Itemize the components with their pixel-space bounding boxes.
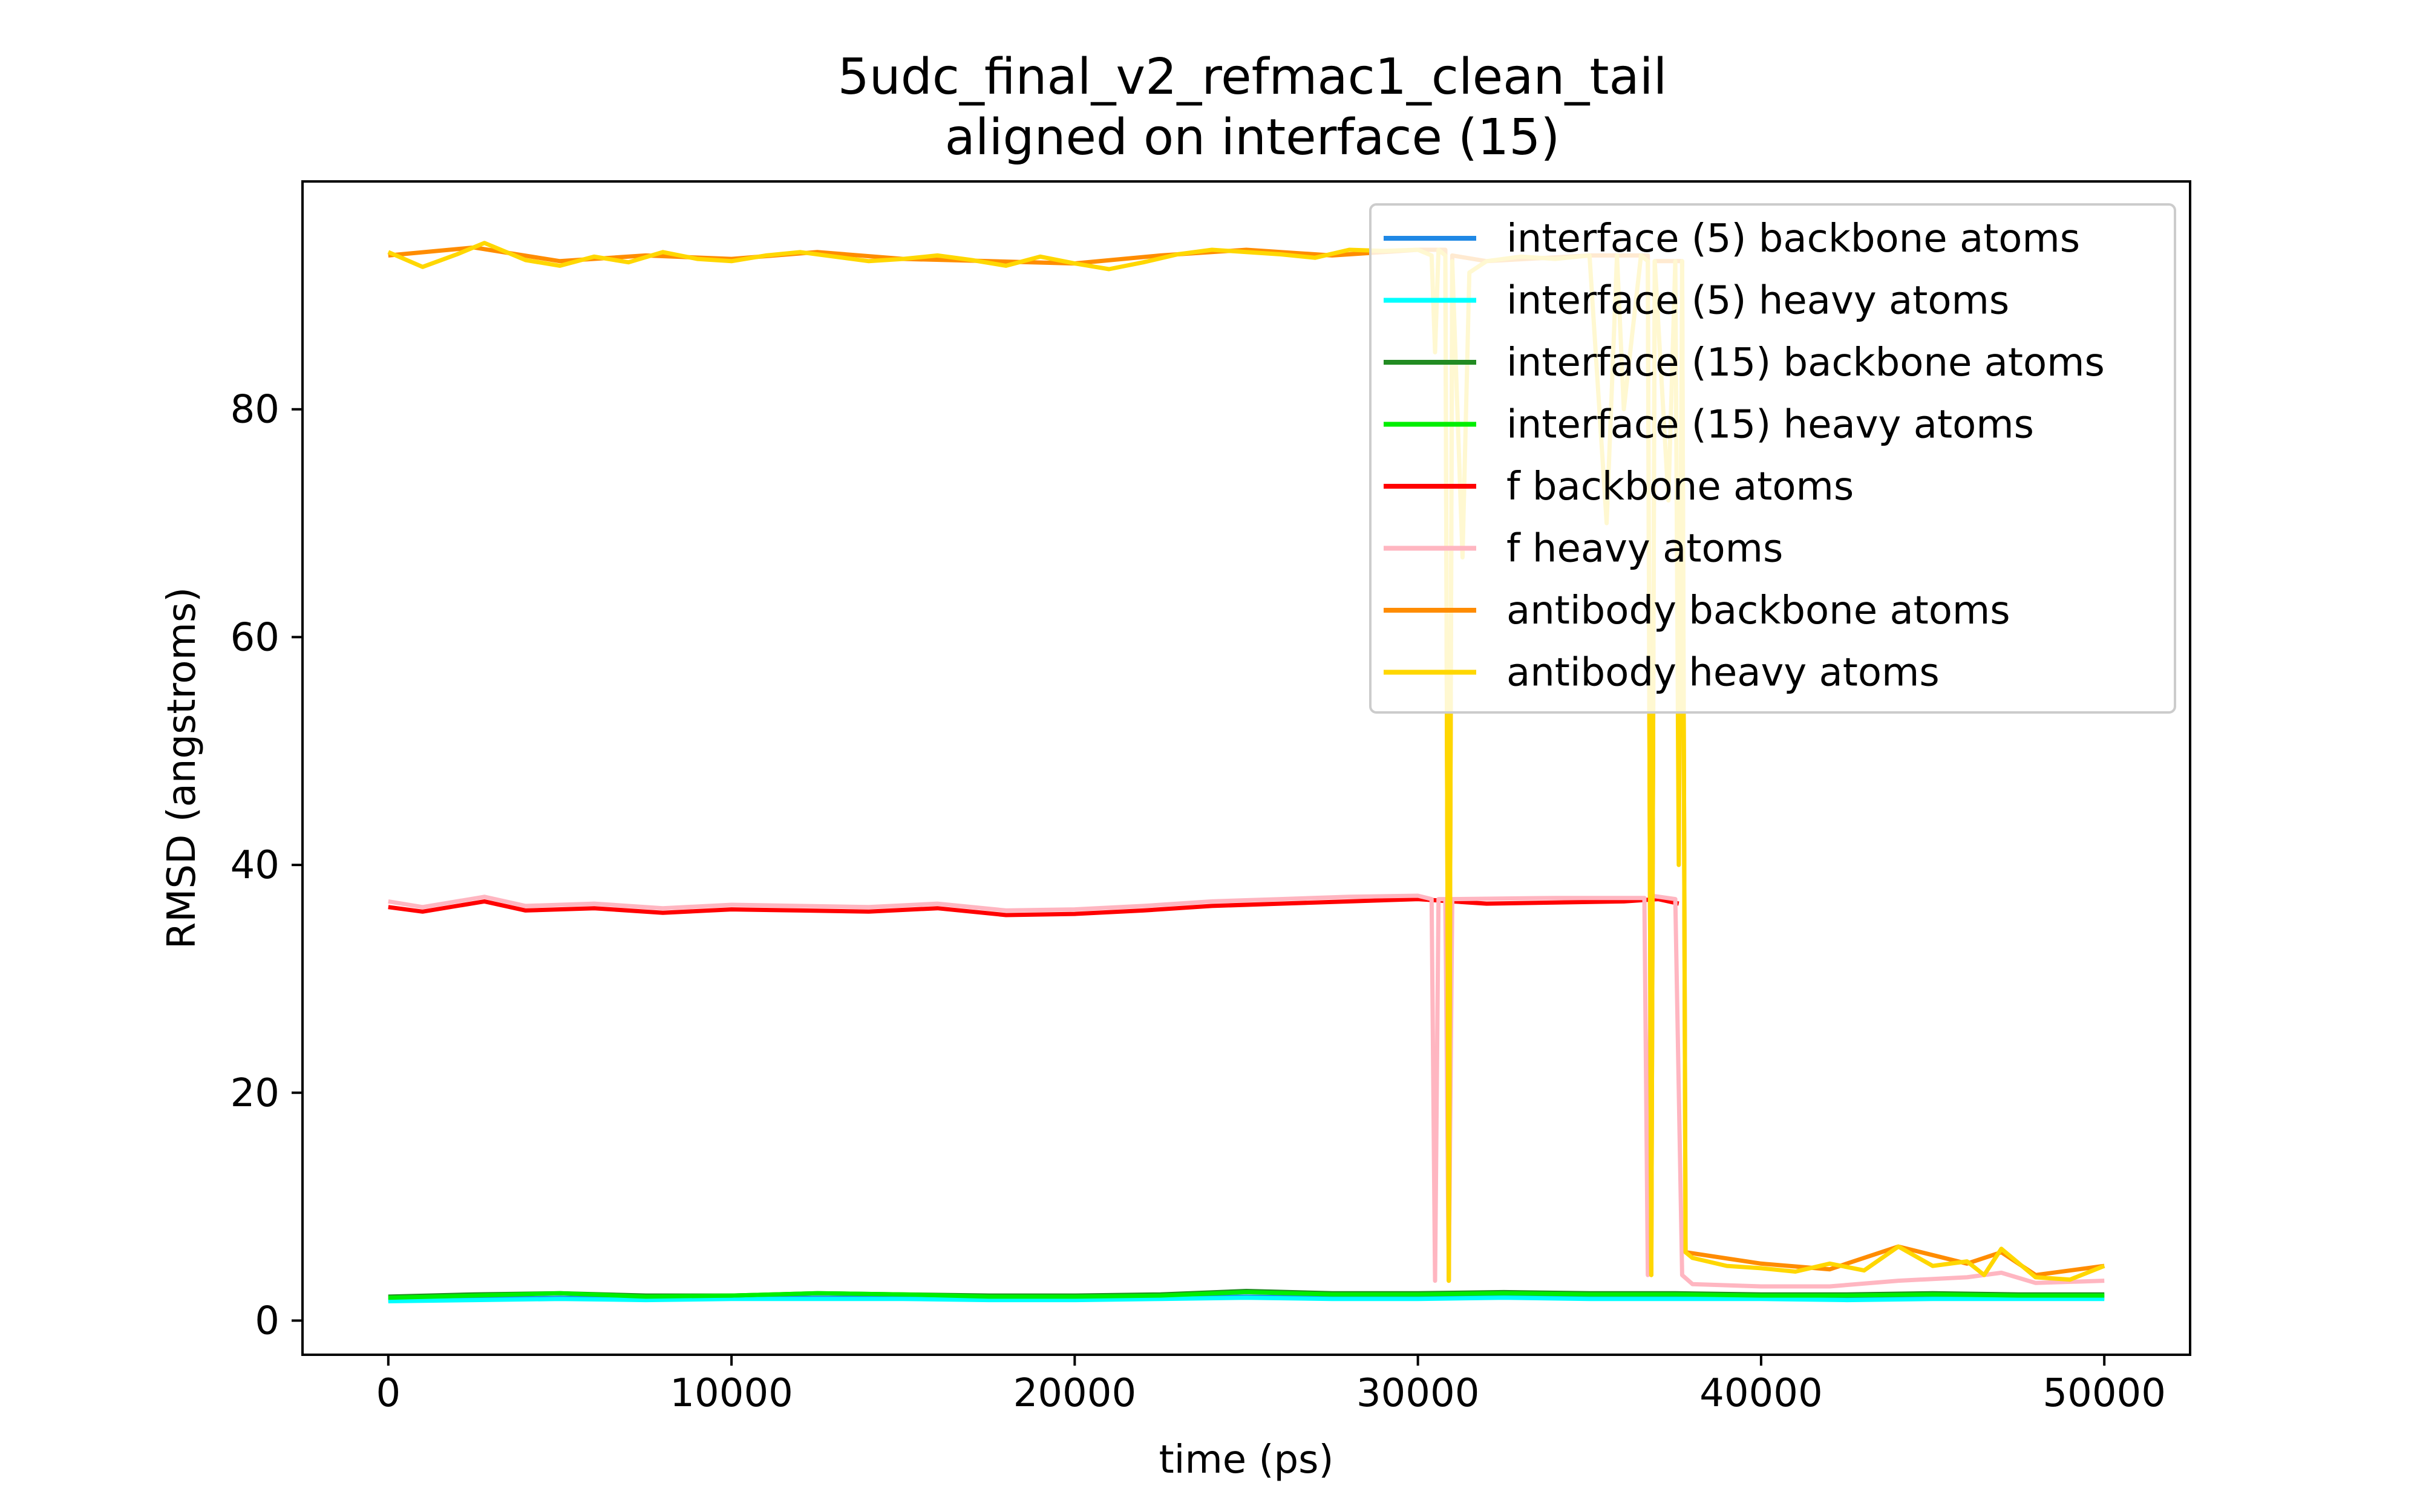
y-axis-label: RMSD (angstroms) [160,587,204,949]
legend-label: interface (15) heavy atoms [1506,403,2034,448]
y-tick-label: 40 [231,843,280,888]
x-tick-label: 10000 [670,1371,793,1416]
legend: interface (5) backbone atoms interface (5… [1369,203,2176,714]
legend-label: interface (5) heavy atoms [1506,279,2009,324]
legend-label: interface (15) backbone atoms [1506,341,2105,385]
legend-label: f heavy atoms [1506,527,1783,572]
series-line-5 [388,897,1679,917]
x-tick-label: 30000 [1356,1371,1480,1416]
y-tick-label: 60 [231,615,280,660]
series-line-6 [388,893,2105,1289]
y-axis: 0 20 40 60 80 [231,388,302,1343]
series-line-2 [388,1295,2105,1303]
legend-label: f backbone atoms [1506,464,1854,509]
legend-box [1369,203,2176,714]
legend-label: antibody backbone atoms [1506,588,2010,633]
y-tick-label: 0 [255,1299,280,1343]
legend-label: interface (5) backbone atoms [1506,217,2080,261]
x-tick-label: 50000 [2042,1371,2166,1416]
y-tick-label: 20 [231,1071,280,1116]
chart-subtitle: aligned on interface (15) [945,109,1560,166]
series-line-4 [388,1289,2105,1300]
plot-area [301,180,2191,1356]
x-tick-label: 20000 [1013,1371,1137,1416]
plot-frame [301,180,2191,1356]
x-axis-label: time (ps) [1159,1438,1334,1482]
series-layer [387,241,2105,1303]
x-tick-label: 0 [376,1371,401,1416]
y-tick-label: 80 [231,388,280,432]
x-axis: 0 10000 20000 30000 40000 50000 [376,1355,2166,1416]
chart-title: 5udc_final_v2_refmac1_clean_tail [838,48,1667,106]
x-tick-label: 40000 [1699,1371,1823,1416]
legend-label: antibody heavy atoms [1506,651,1940,696]
